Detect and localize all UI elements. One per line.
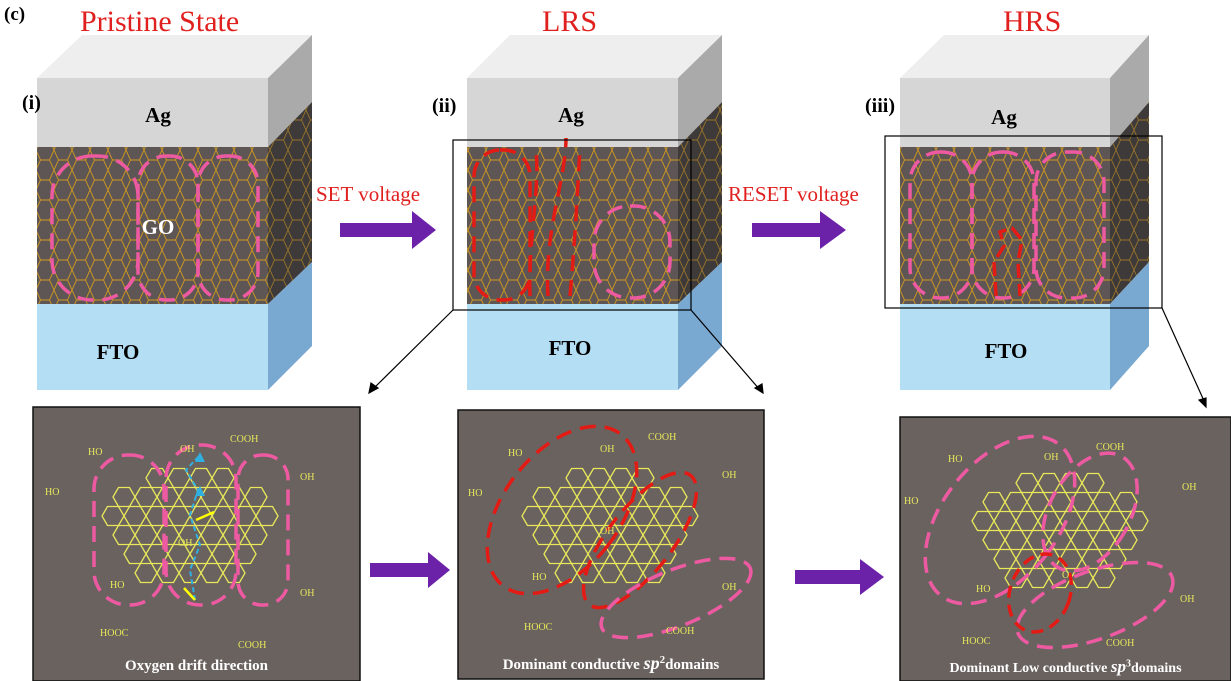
title-lrs: LRS [542, 5, 598, 38]
caption-oxygen-drift: Oxygen drift direction [124, 658, 269, 674]
chem-ho: HO [45, 487, 59, 498]
chem-cooh: COOH [1106, 638, 1134, 649]
subpanel-sp3 [899, 416, 1231, 681]
layer-ag: Ag [145, 103, 171, 127]
reset-arrow [752, 211, 846, 249]
chem-cooh: COOH [648, 432, 676, 443]
chem-ho: HO [110, 580, 124, 591]
chem-oh: OH [600, 526, 614, 537]
chem-ho: HO [468, 488, 482, 499]
panel-label: (c) [4, 4, 26, 25]
chem-cooh: COOH [1096, 442, 1124, 453]
device-lrs [452, 35, 722, 390]
chem-cooh: COOH [230, 434, 258, 445]
chem-hooc: HOOC [962, 636, 991, 647]
label-iii: (iii) [865, 95, 895, 117]
chem-oh: OH [1180, 594, 1194, 605]
title-hrs: HRS [1003, 5, 1062, 38]
chem-ho: HO [976, 584, 990, 595]
chem-o: O [1062, 570, 1069, 581]
chem-cooh: COOH [238, 640, 266, 651]
chem-hooc: HOOC [100, 628, 129, 639]
caption-sp3: Dominant Low conductive sp3domains [949, 657, 1182, 676]
subpanel-oxygen-drift [32, 406, 361, 681]
chem-oh: OH [722, 582, 736, 593]
layer-fto: FTO [985, 339, 1028, 363]
chem-ho: HO [508, 448, 522, 459]
label-i: (i) [22, 92, 41, 114]
chem-ho: HO [532, 572, 546, 583]
layer-fto: FTO [97, 340, 140, 364]
layer-fto: FTO [549, 336, 592, 360]
chem-oh: OH [722, 470, 736, 481]
title-pristine-state: Pristine State [80, 5, 240, 38]
chem-hooc: HOOC [524, 622, 553, 633]
chem-oh: OH [600, 444, 614, 455]
reset-voltage-label: RESET voltage [728, 182, 859, 206]
caption-sp2: Dominant conductive sp2domains [502, 653, 720, 673]
chem-ho: HO [88, 447, 102, 458]
layer-go: GO [142, 215, 175, 239]
chem-cooh: COOH [666, 626, 694, 637]
chem-oh: OH [180, 444, 194, 455]
bottom-arrow-2 [795, 559, 884, 595]
device-hrs [884, 35, 1163, 390]
chem-ho: HO [904, 496, 918, 507]
chem-oh: OH [300, 588, 314, 599]
device-pristine [37, 35, 312, 390]
set-arrow [340, 211, 436, 249]
bottom-arrow-1 [370, 552, 450, 588]
layer-ag: Ag [991, 105, 1017, 129]
chem-oh: OH [178, 538, 192, 549]
chem-oh: OH [1182, 482, 1196, 493]
label-ii: (ii) [432, 95, 457, 117]
subpanel-sp2 [457, 409, 765, 680]
set-voltage-label: SET voltage [316, 182, 421, 206]
layer-ag: Ag [558, 103, 584, 127]
chem-oh: OH [300, 472, 314, 483]
chem-ho: HO [948, 454, 962, 465]
chem-oh: OH [1044, 452, 1058, 463]
